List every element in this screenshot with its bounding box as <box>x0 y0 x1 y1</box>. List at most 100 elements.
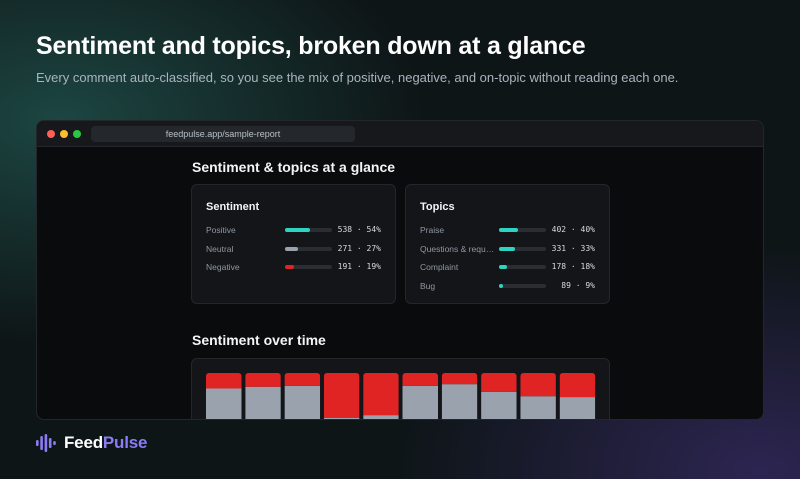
metric-row: Praise 402 · 40% <box>420 224 595 236</box>
metric-percent: 9% <box>585 280 595 290</box>
metric-bar-track <box>285 228 332 232</box>
metric-row: Questions & reque… 331 · 33% <box>420 243 595 255</box>
metric-value: 538 · 54% <box>337 225 381 234</box>
metric-label: Bug <box>420 280 436 291</box>
metric-label: Neutral <box>206 243 234 254</box>
bar-segment-neutral <box>441 384 478 419</box>
stacked-bar <box>323 373 360 419</box>
bar-segment-negative <box>402 373 438 386</box>
metric-count: 178 <box>551 262 567 271</box>
metric-label: Complaint <box>420 262 459 272</box>
bar-segment-negative <box>559 373 596 398</box>
stacked-bar <box>481 373 517 419</box>
metric-label: Questions & reque… <box>420 243 495 254</box>
stacked-bar <box>520 373 556 419</box>
metric-percent: 54% <box>366 225 381 234</box>
brand-name-part2: Pulse <box>102 433 148 452</box>
address-bar[interactable]: feedpulse.app/sample-report <box>91 126 355 142</box>
bar-segment-negative <box>441 373 478 385</box>
stacked-bar <box>559 373 596 419</box>
metric-bar-fill <box>285 265 294 269</box>
metric-bar-track <box>499 246 546 251</box>
metric-row: Complaint 178 · 18% <box>420 261 595 273</box>
metric-percent: 18% <box>580 262 595 271</box>
metric-bar-fill <box>499 228 518 232</box>
metric-label: Positive <box>206 225 236 235</box>
metric-bar-fill <box>499 246 515 251</box>
metric-count: 89 <box>561 280 571 290</box>
bar-segment-neutral <box>520 396 556 419</box>
maximize-window-dot[interactable] <box>73 130 81 138</box>
metric-count: 538 <box>337 225 353 234</box>
bar-segment-neutral <box>245 386 281 419</box>
metric-bar-track <box>499 228 546 232</box>
glance-section-title: Sentiment & topics at a glance <box>192 159 396 175</box>
bar-segment-negative <box>481 373 517 392</box>
sentiment-over-time-chart <box>206 373 596 420</box>
metric-bar-track <box>499 265 546 269</box>
sentiment-card: Sentiment Positive 538 · 54% Neutral 271 · … <box>191 184 396 304</box>
metric-row: Positive 538 · 54% <box>206 224 381 236</box>
minimize-window-dot[interactable] <box>60 130 68 138</box>
metric-bar-fill <box>285 228 311 232</box>
metric-row: Negative 191 · 19% <box>206 261 381 273</box>
stacked-bar <box>284 373 321 419</box>
bar-segment-negative <box>520 373 556 397</box>
sentiment-over-time-card <box>191 358 610 420</box>
metric-value: 89 · 9% <box>561 280 595 290</box>
topics-card-title: Topics <box>420 201 455 213</box>
hero-title: Sentiment and topics, broken down at a g… <box>36 32 586 60</box>
bar-segment-neutral <box>559 397 596 419</box>
bar-segment-neutral <box>481 391 517 419</box>
browser-titlebar: feedpulse.app/sample-report <box>37 121 763 147</box>
over-time-section-title: Sentiment over time <box>192 332 326 348</box>
metric-count: 402 <box>551 225 567 234</box>
metric-value: 402 · 40% <box>551 225 595 234</box>
metric-value: 178 · 18% <box>551 262 595 271</box>
bar-segment-neutral <box>323 417 360 419</box>
bar-segment-negative <box>245 373 281 387</box>
brand-name-part1: Feed <box>64 433 103 452</box>
bar-segment-negative <box>363 373 399 416</box>
bar-segment-neutral <box>363 415 399 419</box>
topics-card: Topics Praise 402 · 40% Questions & reque…… <box>405 184 610 304</box>
brand-name: FeedPulse <box>64 433 147 453</box>
bar-segment-neutral <box>284 385 321 419</box>
browser-window: feedpulse.app/sample-report Sentiment & … <box>36 120 764 420</box>
metric-bar-track <box>285 265 332 269</box>
bar-segment-neutral <box>206 388 242 419</box>
close-window-dot[interactable] <box>47 130 55 138</box>
metric-value: 331 · 33% <box>551 243 595 253</box>
waveform-icon <box>36 434 56 452</box>
stacked-bar <box>245 373 281 419</box>
metric-bar-fill <box>285 246 298 251</box>
hero-subtitle: Every comment auto-classified, so you se… <box>36 70 679 85</box>
metric-count: 331 <box>551 243 567 253</box>
stacked-bar <box>363 373 399 419</box>
metric-bar-track <box>285 246 332 251</box>
metric-bar-fill <box>499 265 508 269</box>
brand-logo: FeedPulse <box>36 432 147 454</box>
bar-segment-negative <box>206 373 242 389</box>
stacked-bar <box>441 373 478 420</box>
metric-value: 191 · 19% <box>337 262 381 271</box>
bar-segment-positive <box>442 419 478 420</box>
metric-percent: 27% <box>366 243 381 253</box>
metric-value: 271 · 27% <box>337 243 381 253</box>
metric-percent: 19% <box>366 262 381 271</box>
bar-segment-negative <box>284 373 321 386</box>
metric-row: Neutral 271 · 27% <box>206 243 381 255</box>
bar-segment-neutral <box>402 385 438 419</box>
metric-row: Bug 89 · 9% <box>420 280 595 292</box>
metric-count: 191 <box>337 262 353 271</box>
metric-bar-track <box>499 283 546 288</box>
metric-label: Negative <box>206 262 240 272</box>
metric-percent: 40% <box>580 225 595 234</box>
metric-label: Praise <box>420 225 445 235</box>
stacked-bar <box>206 373 242 419</box>
metric-count: 271 <box>337 243 353 253</box>
metric-percent: 33% <box>580 243 595 253</box>
sentiment-card-title: Sentiment <box>206 201 260 213</box>
bar-segment-negative <box>323 373 360 418</box>
stacked-bar <box>402 373 438 419</box>
